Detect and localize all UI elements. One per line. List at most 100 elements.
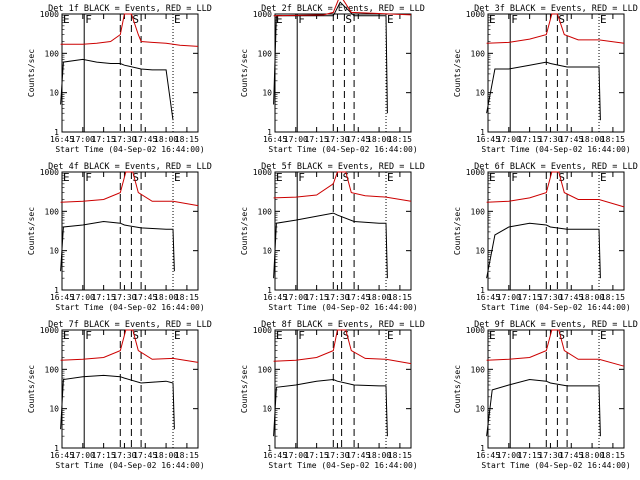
marker-label: E — [489, 329, 496, 342]
marker-label: S — [132, 171, 139, 184]
x-tick-label: 17:30 — [112, 293, 136, 302]
marker-label: S — [558, 13, 565, 26]
x-tick-label: 18:15 — [388, 293, 412, 302]
x-axis-label: Start Time (04-Sep-02 16:44:00) — [268, 461, 417, 470]
y-tick-label: 10 — [262, 247, 272, 256]
panel-7: Det 7f BLACK = Events, RED = LLD 1 10 100 10… — [27, 320, 212, 470]
events-series-line — [60, 374, 175, 430]
marker-label: S — [132, 13, 139, 26]
lld-series-line — [273, 171, 412, 202]
x-tick-label: 17:00 — [71, 293, 95, 302]
x-tick-label: 17:45 — [133, 451, 157, 460]
x-tick-label: 17:15 — [518, 293, 542, 302]
y-tick-label: 10 — [49, 89, 59, 98]
marker-label: E — [174, 13, 181, 26]
x-tick-label: 18:15 — [601, 135, 625, 144]
events-series-line — [486, 61, 601, 121]
events-series-line — [60, 58, 174, 121]
panel-2: Det 2f BLACK = Events, RED = LLD 1 10 100 10… — [240, 0, 425, 154]
x-tick-label: 17:00 — [497, 293, 521, 302]
y-tick-label: 100 — [45, 49, 60, 58]
panel-title: Det 1f BLACK = Events, RED = LLD — [48, 4, 212, 14]
x-tick-label: 17:00 — [497, 451, 521, 460]
y-tick-label: 10 — [262, 405, 272, 414]
lld-series-line — [60, 329, 199, 363]
x-tick-label: 18:15 — [388, 451, 412, 460]
marker-label: E — [387, 171, 394, 184]
marker-label: E — [276, 171, 283, 184]
marker-label: F — [298, 329, 305, 342]
x-axis-label: Start Time (04-Sep-02 16:44:00) — [481, 461, 630, 470]
y-tick-label: 100 — [258, 207, 273, 216]
x-tick-label: 18:00 — [154, 451, 178, 460]
panel-5: Det 5f BLACK = Events, RED = LLD 1 10 100 10… — [240, 162, 425, 312]
x-tick-label: 18:15 — [175, 293, 199, 302]
x-tick-label: 16:45 — [50, 293, 74, 302]
lld-series-line — [60, 13, 199, 47]
x-tick-label: 16:45 — [50, 135, 74, 144]
y-axis-label: Counts/sec — [240, 207, 249, 255]
marker-label: E — [489, 171, 496, 184]
x-tick-label: 18:15 — [388, 135, 412, 144]
marker-label: S — [345, 13, 352, 26]
x-tick-label: 18:00 — [154, 293, 178, 302]
marker-label: F — [511, 13, 518, 26]
x-tick-label: 16:45 — [476, 135, 500, 144]
y-tick-label: 1 — [480, 444, 485, 453]
lld-series-line — [273, 329, 412, 365]
x-tick-label: 17:00 — [284, 135, 308, 144]
x-tick-label: 17:15 — [518, 135, 542, 144]
x-tick-label: 17:45 — [346, 293, 370, 302]
x-axis-label: Start Time (04-Sep-02 16:44:00) — [55, 461, 204, 470]
x-tick-label: 16:45 — [263, 135, 287, 144]
x-tick-label: 18:00 — [580, 293, 604, 302]
y-axis-label: Counts/sec — [240, 49, 249, 97]
x-tick-label: 17:15 — [92, 293, 116, 302]
marker-label: F — [298, 13, 305, 26]
x-tick-label: 18:15 — [175, 451, 199, 460]
x-tick-label: 18:15 — [175, 135, 199, 144]
x-tick-label: 17:45 — [559, 451, 583, 460]
y-axis-label: Counts/sec — [453, 207, 462, 255]
y-tick-label: 10 — [262, 89, 272, 98]
lld-series-line — [486, 13, 625, 44]
panel-title: Det 7f BLACK = Events, RED = LLD — [48, 320, 212, 330]
y-axis-label: Counts/sec — [453, 365, 462, 413]
y-tick-label: 10 — [475, 89, 485, 98]
x-tick-label: 18:00 — [367, 135, 391, 144]
marker-label: S — [132, 329, 139, 342]
y-tick-label: 1 — [54, 128, 59, 137]
lld-series-line — [486, 171, 625, 208]
y-tick-label: 10 — [49, 405, 59, 414]
y-tick-label: 10 — [475, 247, 485, 256]
events-series-line — [486, 378, 601, 437]
x-tick-label: 18:15 — [601, 451, 625, 460]
panel-title: Det 9f BLACK = Events, RED = LLD — [474, 320, 638, 330]
y-tick-label: 1000 — [40, 168, 59, 177]
x-tick-label: 17:00 — [71, 451, 95, 460]
y-tick-label: 1 — [267, 444, 272, 453]
panel-1: Det 1f BLACK = Events, RED = LLD 1 10 100 10… — [27, 4, 212, 154]
y-tick-label: 1000 — [466, 326, 485, 335]
y-tick-label: 1000 — [253, 326, 272, 335]
y-tick-label: 1 — [480, 128, 485, 137]
marker-label: S — [343, 329, 350, 342]
x-tick-label: 18:00 — [367, 293, 391, 302]
y-tick-label: 1000 — [466, 10, 485, 19]
y-tick-label: 1000 — [253, 10, 272, 19]
x-axis-label: Start Time (04-Sep-02 16:44:00) — [55, 303, 204, 312]
events-series-line — [273, 212, 388, 279]
x-tick-label: 18:00 — [580, 135, 604, 144]
x-tick-label: 17:30 — [325, 293, 349, 302]
y-tick-label: 1 — [54, 444, 59, 453]
y-tick-label: 1000 — [40, 10, 59, 19]
y-tick-label: 1000 — [253, 168, 272, 177]
x-tick-label: 17:15 — [305, 135, 329, 144]
panel-8: Det 8f BLACK = Events, RED = LLD 1 10 100 10… — [240, 320, 425, 470]
panel-title: Det 5f BLACK = Events, RED = LLD — [261, 162, 425, 172]
x-tick-label: 17:15 — [92, 135, 116, 144]
y-axis-label: Counts/sec — [27, 365, 36, 413]
marker-label: E — [276, 329, 283, 342]
x-tick-label: 17:00 — [71, 135, 95, 144]
